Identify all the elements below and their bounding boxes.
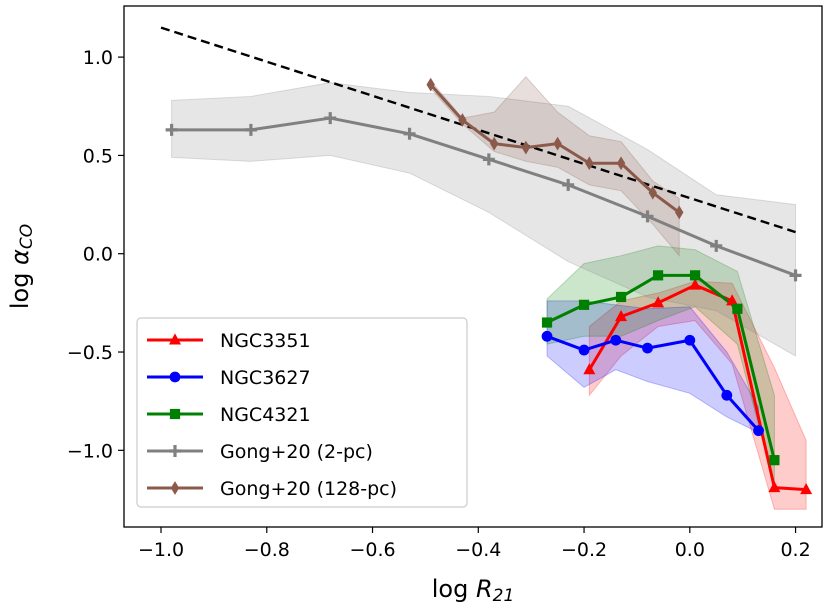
x-axis: −1.0 −0.8 −0.6 −0.4 −0.2 0.0 0.2 (138, 527, 811, 561)
x-tick-label: −0.4 (455, 539, 501, 561)
x-tick-label: −0.6 (349, 539, 395, 561)
data-point-ngc3351 (726, 294, 739, 306)
data-point-ngc3627 (642, 342, 653, 354)
data-point-ngc4321 (732, 303, 743, 314)
data-point-gong-20-128-pc (521, 140, 531, 155)
x-tick-label: −0.8 (244, 539, 290, 561)
y-axis-label: log αCO (6, 224, 37, 309)
data-point-ngc4321 (578, 299, 590, 310)
plot-frame (123, 5, 823, 528)
data-point-ngc3351 (689, 278, 702, 290)
y-tick-label: −0.5 (67, 342, 113, 364)
data-point-ngc3627 (578, 344, 590, 356)
data-point-ngc4321 (689, 270, 701, 281)
data-point-gong-20-2-pc (789, 269, 802, 282)
y-tick-label: 1.0 (83, 47, 113, 69)
x-tick-label: 0.0 (675, 539, 705, 561)
data-point-ngc3627 (541, 330, 553, 342)
data-point-gong-20-2-pc (710, 239, 723, 252)
data-point-gong-20-128-pc (648, 185, 657, 200)
data-point-ngc3627 (684, 334, 696, 346)
y-tick-label: 0.5 (83, 145, 113, 167)
data-point-ngc4321 (652, 270, 664, 281)
data-point-gong-20-128-pc (553, 136, 562, 151)
x-tick-label: 0.2 (780, 539, 810, 561)
legend-label-gong-20-128-pc: Gong+20 (128-pc) (220, 478, 397, 500)
data-point-gong-20-2-pc (641, 210, 654, 223)
data-point-gong-20-128-pc (585, 156, 594, 171)
data-point-ngc3627 (721, 389, 733, 401)
data-point-ngc4321 (769, 455, 780, 466)
data-point-gong-20-128-pc (675, 205, 684, 220)
band-gong-20-128-pc- (430, 76, 680, 258)
data-point-ngc4321 (615, 291, 627, 303)
data-point-gong-20-2-pc (403, 127, 416, 140)
data-point-ngc3351 (583, 363, 596, 375)
y-tick-label: −1.0 (67, 440, 113, 462)
legend-label-ngc3627: NGC3627 (220, 367, 311, 389)
data-point-ngc4321 (541, 317, 553, 328)
x-tick-label: −1.0 (138, 539, 184, 561)
y-tick-label: 0.0 (83, 244, 113, 266)
x-axis-label: log R21 (432, 575, 515, 606)
data-point-gong-20-128-pc (458, 113, 467, 127)
data-point-gong-20-2-pc (562, 178, 575, 191)
legend: NGC3351 NGC3627 NGC4321 Gong+20 (2-pc) Gong+… (136, 317, 468, 508)
data-point-gong-20-2-pc (482, 153, 495, 166)
x-tick-label: −0.2 (561, 539, 607, 561)
legend-marker-gong-20-2-pc (169, 445, 181, 457)
y-axis: 1.0 0.5 0.0 −0.5 −1.0 (67, 47, 124, 462)
data-point-gong-20-128-pc (616, 156, 626, 171)
data-point-gong-20-128-pc (426, 77, 435, 92)
data-point-ngc3351 (652, 296, 665, 308)
legend-marker-ngc4321 (169, 408, 181, 420)
legend-marker-ngc3351 (169, 333, 181, 345)
data-point-gong-20-128-pc (489, 136, 499, 151)
data-point-ngc3627 (753, 425, 764, 437)
legend-frame (136, 317, 468, 508)
data-point-ngc3627 (610, 334, 622, 346)
data-point-gong-20-2-pc (244, 123, 257, 136)
data-point-ngc3351 (768, 481, 781, 493)
legend-label-gong-20-2-pc: Gong+20 (2-pc) (220, 441, 373, 463)
legend-marker-ngc3627 (169, 371, 181, 383)
legend-label-ngc4321: NGC4321 (220, 404, 311, 426)
data-point-gong-20-2-pc (165, 123, 178, 136)
legend-label-ngc3351: NGC3351 (220, 330, 311, 352)
legend-marker-gong-20-128-pc (170, 481, 180, 495)
data-point-gong-20-2-pc (324, 112, 337, 125)
data-point-ngc3351 (800, 483, 813, 495)
data-point-ngc3351 (615, 310, 628, 322)
series-markers (165, 77, 813, 495)
